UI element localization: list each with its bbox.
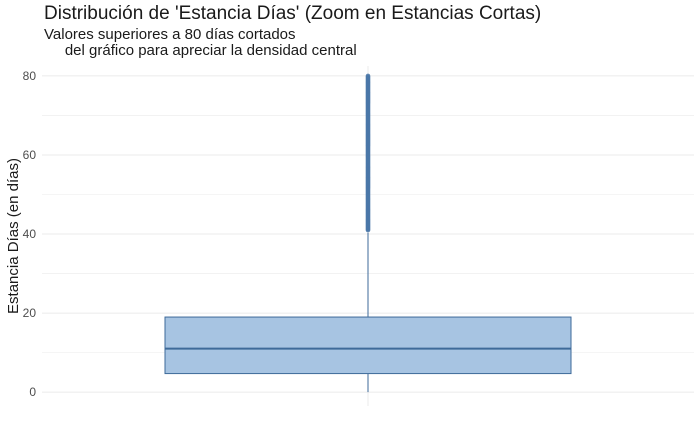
outlier-point (365, 73, 371, 79)
y-tick-label: 0 (29, 385, 36, 399)
chart-title: Distribución de 'Estancia Días' (Zoom en… (44, 3, 542, 24)
y-tick-label: 40 (23, 227, 37, 241)
chart-subtitle: Valores superiores a 80 días cortados de… (44, 26, 357, 59)
y-tick-label: 60 (23, 148, 37, 162)
y-axis-title: Estancia Días (en días) (5, 158, 22, 314)
outliers-group (365, 73, 371, 233)
box-group (164, 232, 572, 393)
y-tick-label: 80 (23, 69, 37, 83)
iqr-box (164, 316, 572, 375)
y-axis-ticks: 0 20 40 60 80 (23, 69, 37, 399)
y-tick-label: 20 (23, 306, 37, 320)
